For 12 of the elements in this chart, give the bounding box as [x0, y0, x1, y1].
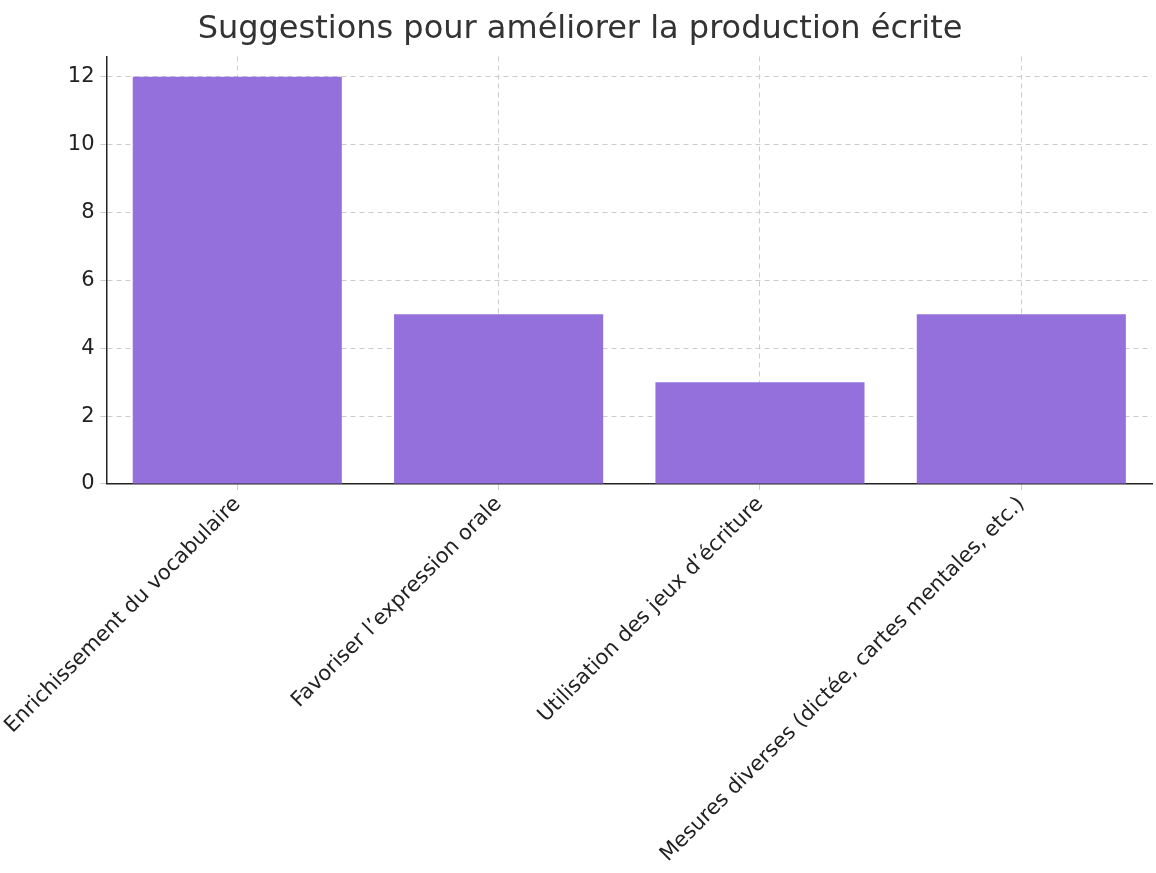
y-tick-label: 10: [67, 131, 95, 156]
bar: [655, 382, 865, 484]
y-tick-label: 2: [81, 402, 95, 427]
y-tick-label: 8: [81, 198, 95, 223]
y-tick-label: 6: [81, 266, 95, 291]
chart-title: Suggestions pour améliorer la production écrite: [197, 7, 963, 46]
y-tick-label: 4: [81, 334, 95, 359]
y-tick-label: 0: [81, 470, 95, 495]
bar: [132, 76, 342, 484]
bar: [394, 314, 604, 484]
bar: [916, 314, 1126, 484]
y-tick-label: 12: [67, 63, 95, 88]
